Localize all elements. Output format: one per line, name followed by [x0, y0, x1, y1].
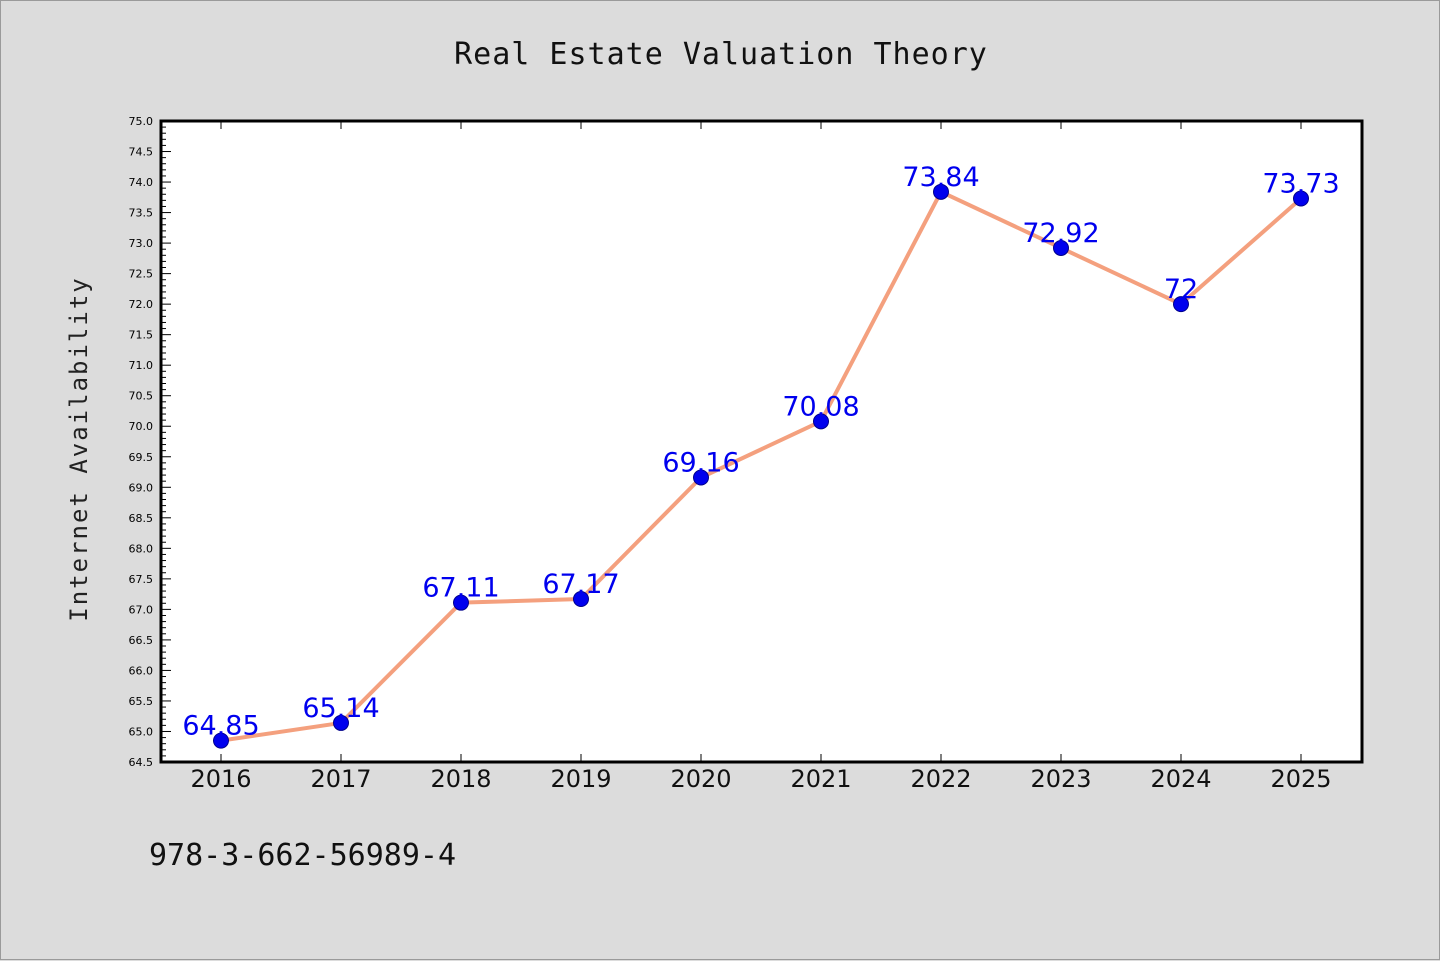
data-label: 73.73 — [1262, 169, 1339, 200]
x-tick-label: 2023 — [1030, 765, 1091, 793]
y-tick-label: 68.5 — [129, 512, 154, 525]
data-point — [1053, 239, 1069, 256]
y-axis-label: Internet Availability — [65, 276, 93, 621]
x-axis: 2016 2017 2018 2019 2020 2021 2022 2023 2024 2025 — [190, 121, 1332, 793]
y-tick-label: 70.5 — [129, 390, 154, 403]
chart-title: Real Estate Valuation Theory — [454, 37, 988, 72]
y-axis: 64.5 65.0 65.5 66.0 66.5 67.0 67.5 68.0 68.5 69.0… — [129, 115, 171, 769]
x-tick-label: 2019 — [550, 765, 611, 793]
data-label: 72 — [1164, 274, 1198, 305]
data-point — [813, 413, 829, 430]
y-tick-label: 69.5 — [129, 451, 154, 464]
y-tick-label: 73.0 — [129, 237, 154, 250]
y-tick-label: 66.0 — [129, 664, 154, 677]
x-tick-label: 2018 — [430, 765, 491, 793]
x-tick-label: 2020 — [670, 765, 731, 793]
data-point — [933, 183, 949, 200]
series-line — [219, 189, 1303, 743]
x-tick-label: 2021 — [790, 765, 851, 793]
y-tick-label: 69.0 — [129, 481, 154, 494]
data-point — [453, 594, 469, 611]
y-tick-label: 71.0 — [129, 359, 154, 372]
y-tick-label: 72.0 — [129, 298, 154, 311]
data-point — [573, 591, 589, 608]
data-label: 65.14 — [302, 693, 379, 724]
y-tick-label: 68.0 — [129, 542, 154, 555]
data-label: 72.92 — [1022, 218, 1099, 249]
y-tick-label: 64.5 — [129, 756, 154, 769]
y-tick-label: 67.0 — [129, 603, 154, 616]
y-tick-label: 67.5 — [129, 573, 154, 586]
data-point — [693, 469, 709, 486]
x-tick-label: 2016 — [190, 765, 251, 793]
plot-area — [159, 119, 1364, 764]
y-tick-label: 66.5 — [129, 634, 154, 647]
series-layer: 64.85 65.14 67.11 67.17 69.16 70.08 73.84 72.92… — [182, 162, 1340, 749]
data-label: 67.17 — [542, 569, 619, 600]
y-tick-label: 71.5 — [129, 329, 154, 342]
y-tick-label: 65.5 — [129, 695, 154, 708]
data-point — [213, 732, 229, 749]
y-tick-label: 73.5 — [129, 207, 154, 220]
footer-isbn: 978-3-662-56989-4 — [149, 838, 456, 873]
x-tick-label: 2017 — [310, 765, 371, 793]
data-point — [1173, 296, 1189, 313]
data-point — [333, 714, 349, 731]
x-tick-label: 2024 — [1150, 765, 1211, 793]
data-label: 70.08 — [782, 391, 859, 422]
data-label: 73.84 — [902, 162, 979, 193]
y-tick-label: 75.0 — [129, 115, 154, 128]
data-label: 69.16 — [662, 448, 739, 479]
y-tick-label: 70.0 — [129, 420, 154, 433]
data-label: 64.85 — [182, 711, 259, 742]
y-tick-label: 65.0 — [129, 725, 154, 738]
data-point — [1293, 190, 1309, 207]
x-tick-label: 2022 — [910, 765, 971, 793]
y-tick-label: 74.5 — [129, 146, 154, 159]
data-label: 67.11 — [422, 573, 499, 604]
y-tick-label: 74.0 — [129, 176, 154, 189]
x-tick-label: 2025 — [1270, 765, 1331, 793]
y-tick-label: 72.5 — [129, 268, 154, 281]
